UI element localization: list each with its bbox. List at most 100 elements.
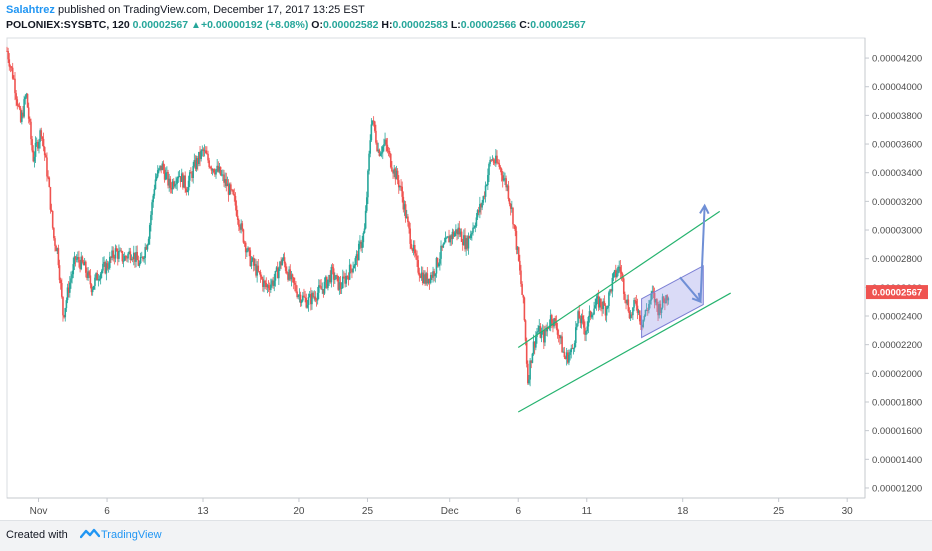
candle-body	[30, 121, 32, 140]
candle-body	[282, 257, 285, 260]
candle-body	[375, 130, 377, 143]
candle-body	[54, 238, 56, 246]
candle-body	[24, 97, 27, 100]
candle-body	[451, 231, 454, 240]
candle-body	[544, 330, 546, 343]
y-tick-label: 0.00004200	[872, 54, 922, 65]
candle-body	[166, 171, 168, 173]
candle-body	[403, 204, 406, 210]
candle-body	[66, 287, 69, 301]
candle-body	[144, 247, 147, 258]
price-axis[interactable]: 0.00001200 0.00001400 0.00001600 0.00001800…	[865, 54, 922, 495]
candle-body	[405, 216, 408, 219]
candle-body	[307, 297, 310, 305]
candle-body	[611, 277, 614, 292]
candle-body	[228, 184, 231, 195]
candle-body	[33, 156, 36, 162]
candle-body	[605, 307, 608, 316]
candle-body	[484, 185, 487, 197]
candle-body	[561, 336, 563, 353]
y-tick-label: 0.00001600	[872, 426, 922, 437]
candle-body	[383, 144, 385, 147]
candle-body	[551, 315, 553, 323]
candle-body	[523, 297, 526, 321]
candle-body	[408, 222, 410, 229]
arrow-down[interactable]	[679, 276, 702, 303]
candle-body	[236, 215, 239, 220]
candle-body	[549, 315, 552, 326]
time-axis[interactable]: Nov 6 13 20 25 Dec 6 11 18 25 30	[30, 498, 854, 517]
candle-body	[448, 236, 450, 243]
candle-body	[568, 354, 570, 363]
candle-body	[376, 142, 378, 151]
candle-body	[384, 139, 386, 145]
candle-body	[158, 168, 160, 171]
candle-body	[515, 230, 518, 250]
candle-body	[485, 185, 488, 186]
candle-body	[439, 258, 441, 264]
arrow-up[interactable]	[699, 205, 706, 302]
candle-body	[455, 229, 457, 233]
candle-body	[469, 234, 472, 239]
candle-body	[87, 271, 89, 279]
y-tick-label: 0.00003000	[872, 226, 922, 237]
candle-body	[67, 287, 70, 293]
candle-body	[323, 281, 326, 294]
candle-body	[587, 317, 590, 327]
candle-body	[256, 265, 258, 276]
candle-body	[259, 272, 262, 277]
price-chart[interactable]: 0.00001200 0.00001400 0.00001600 0.00001800…	[0, 0, 932, 520]
candle-body	[35, 142, 38, 143]
candle-body	[512, 207, 514, 225]
arrow-up-head	[699, 203, 710, 215]
channel-upper-line[interactable]	[517, 210, 721, 349]
candle-body	[172, 181, 175, 187]
candle-body	[336, 275, 338, 276]
candle-body	[247, 247, 249, 252]
candle-body	[428, 278, 431, 283]
candle-body	[215, 169, 217, 175]
candle-body	[610, 289, 613, 292]
candle-body	[578, 311, 581, 319]
author-link[interactable]: Salahtrez	[6, 4, 55, 16]
candle-body	[198, 151, 200, 164]
candle-body	[11, 67, 14, 79]
candle-body	[284, 263, 287, 271]
candle-body	[308, 294, 311, 298]
candle-body	[433, 271, 435, 277]
candle-body	[81, 256, 84, 263]
candle-body	[650, 293, 652, 301]
candle-body	[207, 153, 209, 161]
candle-body	[492, 159, 495, 163]
candle-body	[619, 266, 622, 272]
candle-body	[471, 232, 473, 235]
candle-body	[298, 294, 301, 296]
flag-box[interactable]	[641, 265, 704, 339]
candle-body	[98, 279, 101, 280]
candle-body	[238, 219, 240, 227]
candle-body	[179, 176, 182, 182]
candle-body	[481, 202, 483, 208]
candle-body	[391, 167, 393, 172]
channel-lower-line[interactable]	[517, 292, 731, 413]
candle-body	[324, 277, 327, 282]
candle-body	[588, 311, 591, 318]
candle-body	[334, 279, 336, 281]
candle-body	[577, 311, 579, 324]
candle-body	[91, 289, 94, 293]
candle-body	[262, 278, 264, 287]
tradingview-brand-link[interactable]: TradingView	[101, 529, 162, 541]
candle-body	[537, 330, 539, 333]
candle-body	[385, 139, 388, 145]
candle-body	[579, 318, 582, 324]
candle-body	[191, 173, 193, 179]
candle-body	[586, 326, 589, 332]
candle-body	[356, 254, 359, 261]
candle-body	[292, 277, 295, 283]
tradingview-logo-icon[interactable]	[80, 527, 100, 541]
candle-body	[222, 174, 224, 176]
candle-body	[465, 238, 467, 250]
candle-body	[71, 274, 73, 279]
candle-body	[657, 305, 659, 316]
candle-body	[601, 306, 603, 310]
